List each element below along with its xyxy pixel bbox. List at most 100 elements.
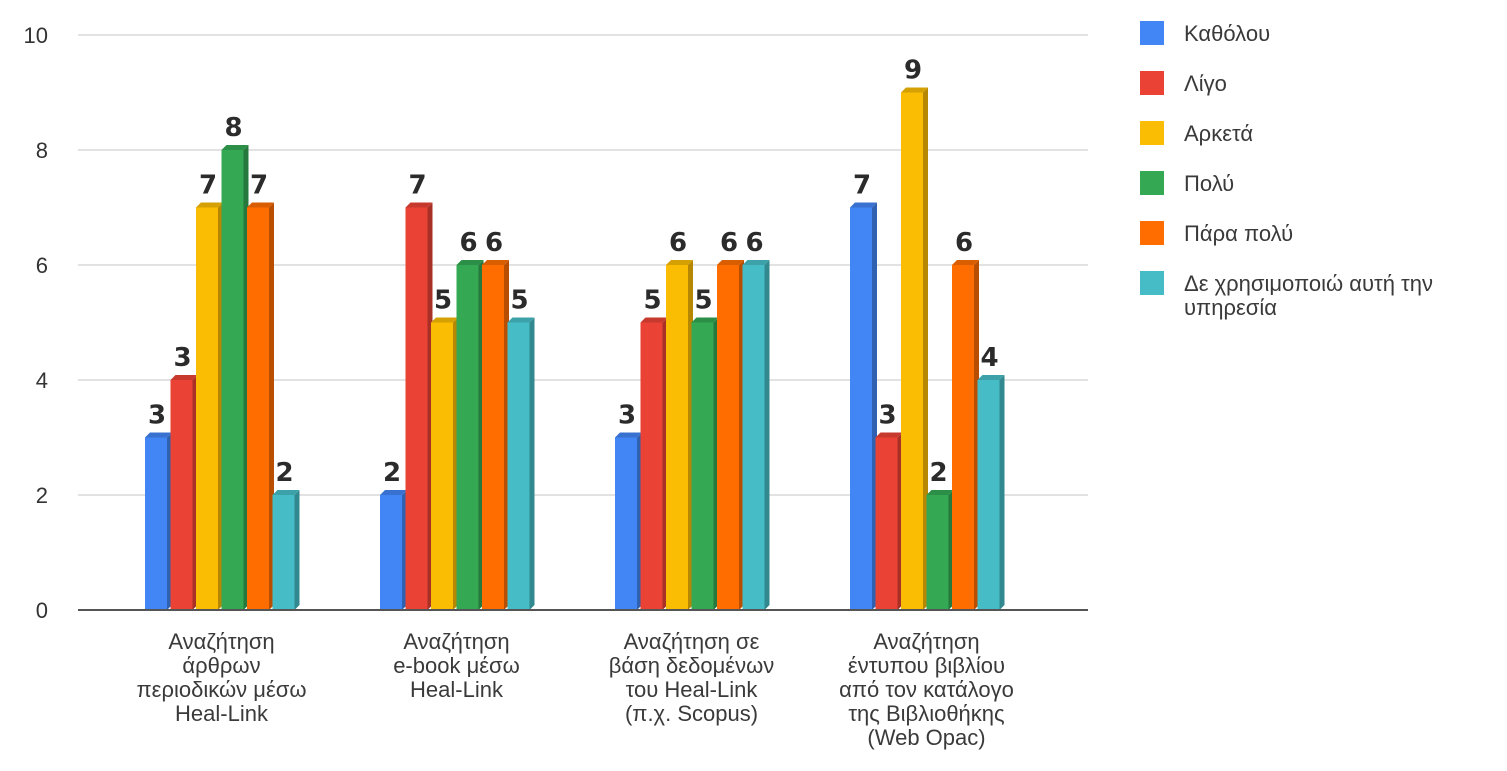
bar — [221, 145, 249, 610]
category-label: Αναζήτηση άρθρων περιοδικών μέσω Heal-Link — [136, 629, 306, 726]
bar — [456, 260, 484, 610]
bar-top — [431, 317, 458, 323]
bar-front — [196, 207, 218, 610]
bars — [145, 87, 1005, 610]
category-label-line: από τον κατάλογο — [839, 677, 1014, 702]
bar-top — [405, 202, 433, 208]
legend-label: Πολύ — [1184, 171, 1234, 196]
bar-front — [666, 265, 688, 610]
bar — [482, 260, 509, 610]
bar — [977, 375, 1005, 610]
bar-front — [952, 265, 974, 610]
bar-top — [717, 260, 744, 265]
y-axis-ticks: 0 2 4 6 8 10 — [24, 23, 48, 623]
legend-swatch — [1140, 271, 1164, 295]
data-label: 6 — [745, 228, 763, 258]
bar — [875, 432, 903, 610]
legend-swatch — [1140, 221, 1164, 245]
legend: Καθόλου Λίγο Αρκετά Πολύ Πάρα πολύ Δε χρησιμο… — [1140, 21, 1433, 320]
bar-top — [456, 260, 484, 265]
bar-front — [901, 92, 923, 610]
bar-front — [221, 150, 244, 610]
category-label: Αναζήτηση e-book μέσω Heal-Link — [393, 629, 520, 702]
bar — [272, 490, 300, 610]
bar — [380, 490, 407, 610]
bar-front — [640, 322, 663, 610]
legend-item: Πολύ — [1140, 171, 1234, 196]
data-label: 9 — [904, 56, 922, 86]
bar-front — [170, 380, 193, 610]
bar — [952, 260, 979, 610]
bar-front — [977, 380, 1000, 610]
bar-front — [405, 207, 428, 610]
legend-item: Λίγο — [1140, 71, 1227, 96]
data-label: 6 — [485, 228, 503, 258]
bar-front — [875, 437, 898, 610]
bar — [431, 317, 458, 610]
bar-front — [507, 322, 530, 610]
bar-front — [717, 265, 739, 610]
data-label: 5 — [434, 286, 452, 316]
category-label-line: Αναζήτηση — [168, 629, 274, 654]
data-label: 6 — [669, 228, 687, 258]
bar-top — [850, 202, 877, 208]
legend-label: Καθόλου — [1184, 21, 1270, 46]
bar-side — [294, 490, 300, 610]
legend-item: Πάρα πολύ — [1140, 221, 1293, 246]
y-tick-label: 8 — [36, 138, 48, 163]
bar — [615, 432, 642, 610]
y-tick-label: 4 — [36, 368, 48, 393]
data-label: 5 — [510, 286, 528, 316]
data-label: 6 — [459, 228, 477, 258]
data-label: 2 — [383, 458, 401, 488]
bar-front — [482, 265, 504, 610]
bar-front — [380, 495, 402, 610]
legend-label: Πάρα πολύ — [1184, 221, 1293, 246]
bar-top — [196, 202, 223, 208]
legend-swatch — [1140, 71, 1164, 95]
bar — [247, 202, 274, 610]
bar-side — [529, 317, 535, 610]
data-label: 6 — [720, 228, 738, 258]
data-label: 5 — [643, 286, 661, 316]
bar — [405, 202, 433, 610]
data-label: 2 — [275, 458, 293, 488]
bar-front — [742, 265, 765, 610]
bar — [901, 87, 928, 610]
data-label: 7 — [408, 171, 426, 201]
data-label: 5 — [694, 286, 712, 316]
bar-top — [977, 375, 1005, 380]
legend-swatch — [1140, 171, 1164, 195]
legend-label: Αρκετά — [1184, 121, 1253, 146]
bar — [196, 202, 223, 610]
legend-label: Λίγο — [1184, 71, 1227, 96]
category-label-line: Heal-Link — [410, 677, 504, 702]
bar-side — [923, 87, 928, 610]
y-tick-label: 10 — [24, 23, 48, 48]
category-label-line: Αναζήτηση σε — [624, 629, 760, 654]
legend-label: Δε χρησιμοποιώ αυτή την υπηρεσία — [1184, 271, 1433, 320]
bar-top — [926, 490, 954, 495]
data-label: 7 — [853, 171, 871, 201]
legend-item: Αρκετά — [1140, 121, 1253, 146]
legend-item: Δε χρησιμοποιώ αυτή την υπηρεσία — [1140, 271, 1433, 320]
bar-front — [145, 437, 167, 610]
data-label: 3 — [148, 401, 166, 431]
category-label-line: (π.χ. Scopus) — [625, 701, 758, 726]
legend-swatch — [1140, 21, 1164, 45]
bar-top — [221, 145, 249, 150]
data-label: 3 — [618, 401, 636, 431]
bar-top — [875, 432, 903, 438]
category-label-line: βάση δεδομένων — [609, 653, 775, 678]
bar — [170, 375, 198, 610]
bar-front — [247, 207, 269, 610]
y-tick-label: 0 — [36, 598, 48, 623]
category-label: Αναζήτηση έντυπου βιβλίου από τον κατάλογο… — [839, 629, 1014, 750]
bar — [666, 260, 693, 610]
bar-front — [456, 265, 479, 610]
category-label: Αναζήτηση σε βάση δεδομένων του Heal-Link(… — [609, 629, 775, 726]
bar-front — [431, 322, 453, 610]
category-label-line: Heal-Link — [175, 701, 269, 726]
data-label: 3 — [878, 401, 896, 431]
bar-side — [764, 260, 770, 610]
